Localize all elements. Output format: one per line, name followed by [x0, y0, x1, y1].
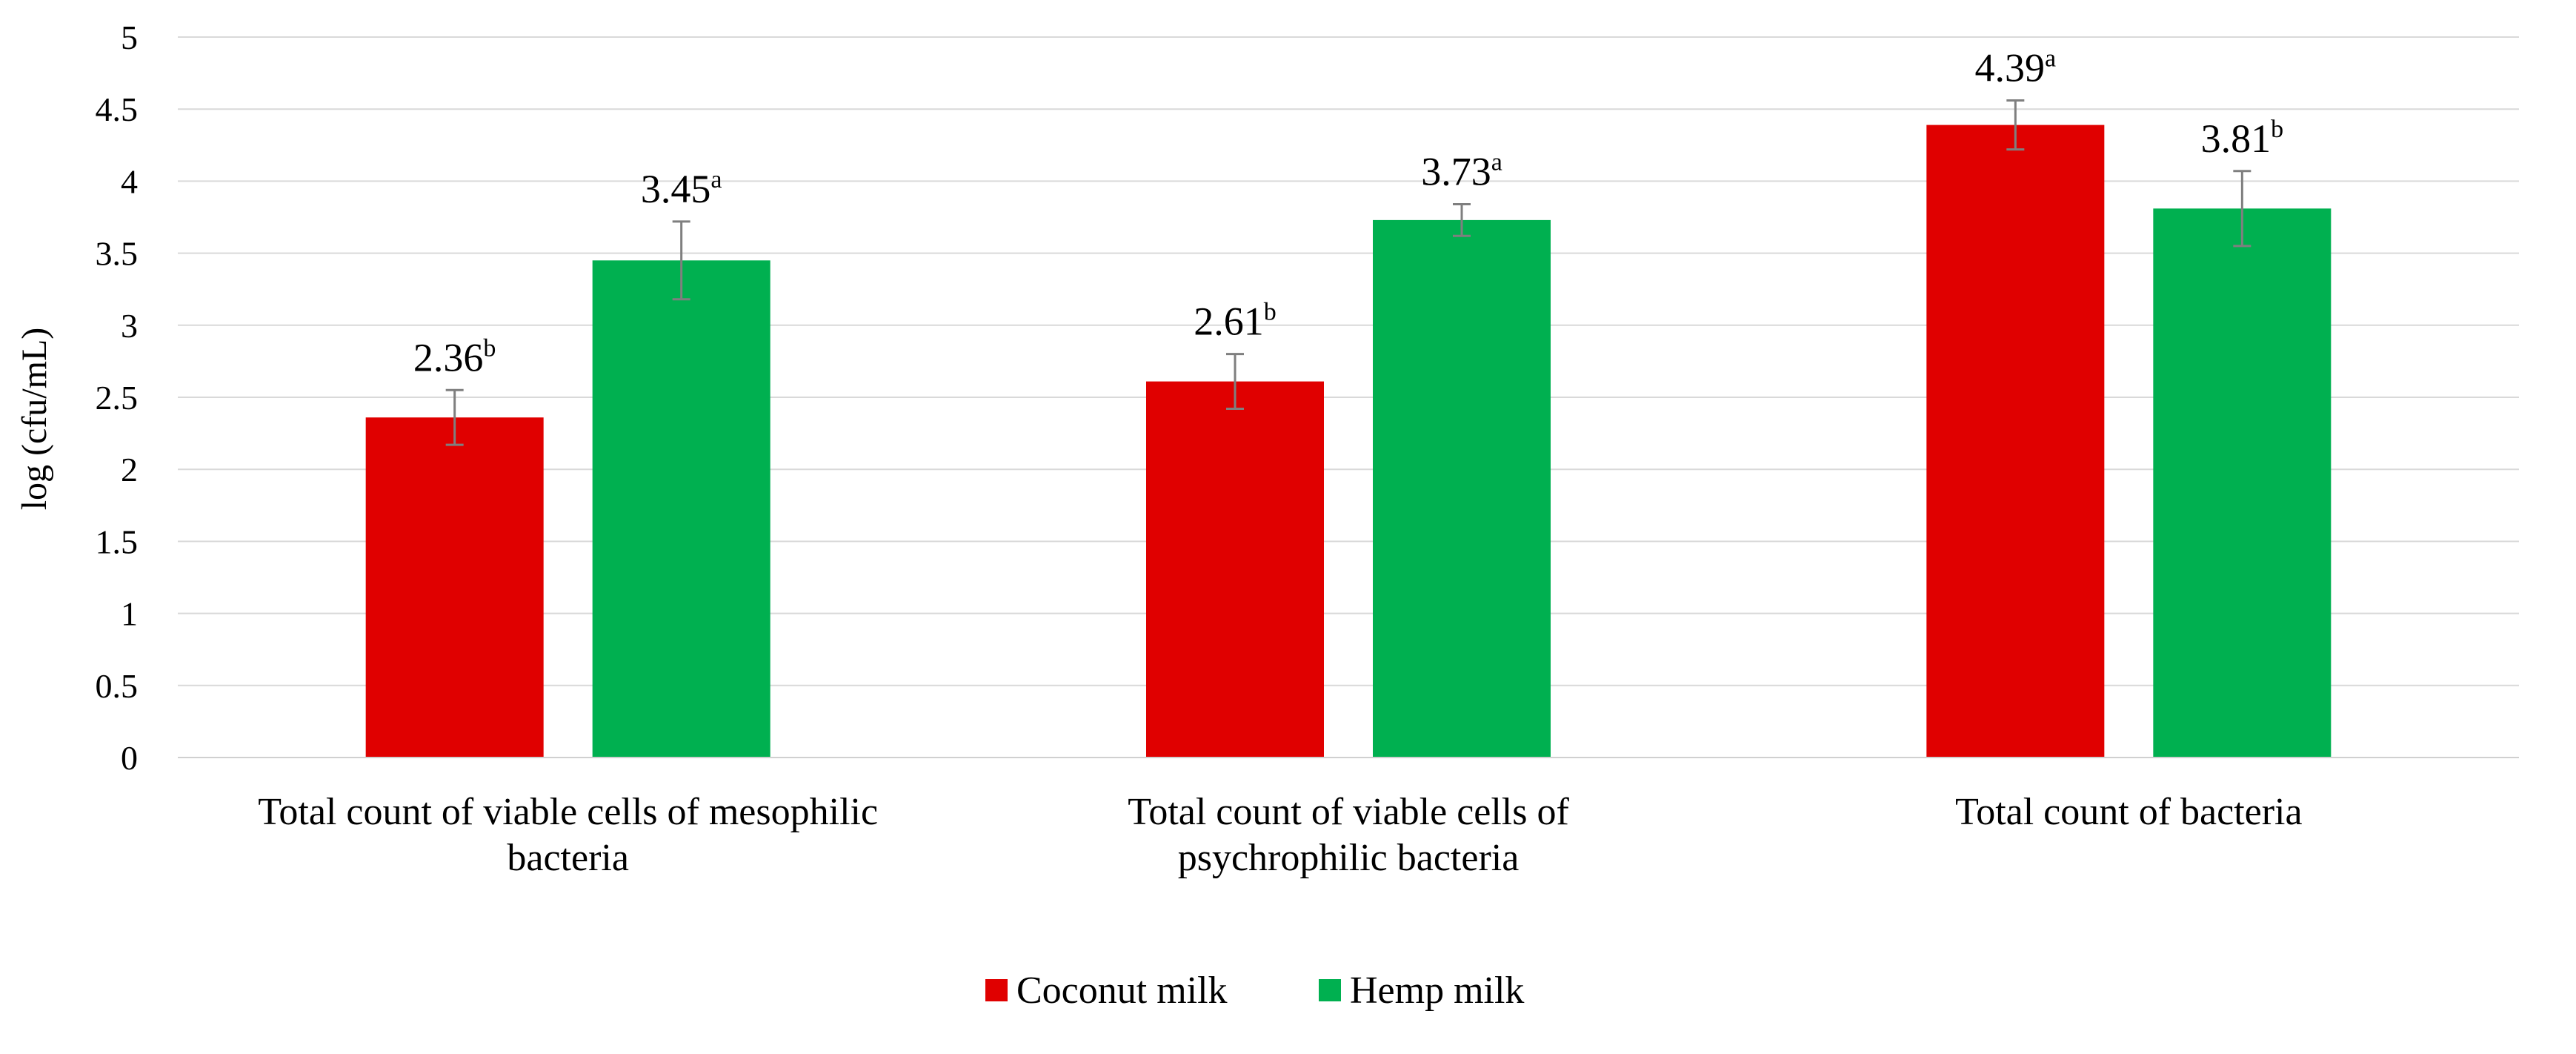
- legend-swatch: [985, 979, 1008, 1001]
- data-labels: 2.36b 3.45a 2.61b 3.73a 4.39a 3.81b: [413, 45, 2283, 380]
- bar-coconut-milk[interactable]: [1146, 381, 1324, 758]
- error-bar: [1453, 203, 1471, 237]
- category-label: Total count of viable cells of: [1128, 791, 1569, 833]
- y-tick-label: 0: [121, 739, 138, 777]
- bar-hemp-milk[interactable]: [2153, 208, 2332, 758]
- legend-item-hemp-milk[interactable]: Hemp milk: [1319, 970, 1524, 1012]
- data-label: 4.39a: [1975, 45, 2057, 90]
- legend-label: Coconut milk: [1016, 970, 1228, 1012]
- legend[interactable]: Coconut milk Hemp milk: [985, 970, 1524, 1012]
- y-axis-label: log (cfu/mL): [15, 328, 54, 511]
- y-tick-label: 2: [121, 451, 138, 488]
- y-tick-label: 0.5: [96, 667, 139, 705]
- y-tick-label: 2.5: [96, 379, 139, 417]
- gridlines: [178, 36, 2519, 686]
- category-label: Total count of viable cells of mesophili…: [258, 791, 878, 833]
- category-label: bacteria: [507, 837, 629, 879]
- category-label: Total count of bacteria: [1955, 791, 2302, 833]
- error-bar: [445, 388, 464, 446]
- error-bar: [2233, 170, 2251, 248]
- error-bars: [445, 99, 2251, 446]
- category-labels: Total count of viable cells of mesophili…: [258, 791, 2302, 879]
- legend-label: Hemp milk: [1350, 970, 1524, 1012]
- data-label: 3.81b: [2201, 116, 2284, 161]
- y-tick-label: 4: [121, 162, 138, 200]
- y-axis-ticks: 0 0.5 1 1.5 2 2.5 3 3.5 4 4.5 5: [96, 19, 139, 777]
- category-label: psychrophilic bacteria: [1178, 837, 1520, 879]
- y-tick-label: 4.5: [96, 90, 139, 128]
- y-tick-label: 1: [121, 595, 138, 633]
- y-tick-label: 5: [121, 19, 138, 56]
- legend-swatch: [1319, 979, 1341, 1001]
- bar-hemp-milk[interactable]: [592, 260, 771, 758]
- y-tick-label: 3: [121, 307, 138, 345]
- error-bar: [1226, 353, 1244, 411]
- data-label: 2.36b: [413, 334, 496, 379]
- error-bar: [2006, 99, 2025, 151]
- y-tick-label: 1.5: [96, 523, 139, 560]
- legend-item-coconut-milk[interactable]: Coconut milk: [985, 970, 1228, 1012]
- bar-coconut-milk[interactable]: [365, 417, 544, 758]
- bar-coconut-milk[interactable]: [1926, 125, 2105, 758]
- data-label: 2.61b: [1194, 299, 1277, 344]
- data-label: 3.73a: [1421, 149, 1502, 194]
- y-tick-label: 3.5: [96, 235, 139, 273]
- bar-hemp-milk[interactable]: [1373, 219, 1551, 758]
- data-label: 3.45a: [641, 166, 722, 211]
- error-bar: [672, 220, 690, 301]
- bars: [365, 125, 2332, 758]
